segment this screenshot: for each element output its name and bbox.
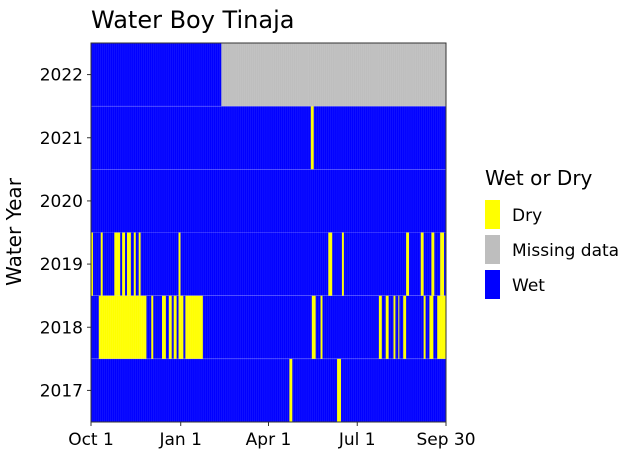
cell-2018-dry-18 bbox=[437, 295, 446, 359]
legend-swatch-missing-data bbox=[485, 235, 500, 264]
cell-2018-dry-8 bbox=[185, 295, 203, 359]
plot-area: 2017 2018 2019 2020 2021 2022 Oct 1 Jan 1 Apr 1 J… bbox=[40, 42, 476, 450]
cell-2021-dry-33 bbox=[310, 106, 314, 170]
row-2021-default bbox=[91, 106, 446, 170]
cell-2018-dry-15 bbox=[403, 295, 407, 359]
y-tick-label-2017: 2017 bbox=[40, 381, 83, 401]
row-2020-default bbox=[91, 169, 446, 233]
y-tick-label-2022: 2022 bbox=[40, 66, 83, 86]
cell-2018-dry-4 bbox=[162, 295, 166, 359]
x-tick-label-1: Jan 1 bbox=[159, 430, 202, 450]
cell-2022-missing-data-34 bbox=[221, 43, 446, 107]
cell-2018-dry-2 bbox=[98, 295, 147, 359]
y-tick-label-2018: 2018 bbox=[40, 318, 83, 338]
cell-2017-dry-0 bbox=[289, 358, 293, 422]
y-tick-label-2021: 2021 bbox=[40, 129, 83, 149]
row-2019-default bbox=[91, 232, 446, 296]
x-tick-label-0: Oct 1 bbox=[68, 430, 114, 450]
legend: Wet or Dry Dry Missing data Wet bbox=[485, 166, 619, 299]
legend-swatch-dry bbox=[485, 200, 500, 229]
cell-2018-dry-6 bbox=[173, 295, 177, 359]
cell-2019-dry-23 bbox=[126, 232, 131, 296]
cell-2019-dry-19 bbox=[91, 232, 93, 296]
cell-2018-dry-14 bbox=[398, 295, 400, 359]
cell-2019-dry-20 bbox=[100, 232, 103, 296]
cell-2019-dry-24 bbox=[133, 232, 136, 296]
cell-2018-dry-11 bbox=[378, 295, 382, 359]
cell-2018-dry-3 bbox=[151, 295, 154, 359]
cell-2019-dry-31 bbox=[431, 232, 435, 296]
cell-2018-dry-9 bbox=[311, 295, 316, 359]
legend-label-missing-data: Missing data bbox=[512, 241, 619, 261]
cell-2019-dry-25 bbox=[138, 232, 141, 296]
y-axis-label: Water Year bbox=[2, 177, 26, 286]
x-tick-label-2: Apr 1 bbox=[246, 430, 292, 450]
legend-label-wet: Wet bbox=[512, 276, 545, 296]
cell-2018-dry-17 bbox=[429, 295, 434, 359]
tile-texture bbox=[92, 43, 446, 422]
cell-2018-dry-16 bbox=[423, 295, 426, 359]
chart-title: Water Boy Tinaja bbox=[91, 6, 294, 34]
cell-2019-dry-30 bbox=[420, 232, 424, 296]
cell-2019-dry-28 bbox=[341, 232, 344, 296]
cell-2019-dry-22 bbox=[122, 232, 126, 296]
x-tick-label-4: Sep 30 bbox=[416, 430, 475, 450]
cell-2018-dry-10 bbox=[320, 295, 323, 359]
cell-2019-dry-21 bbox=[114, 232, 121, 296]
x-tick-label-3: Jul 1 bbox=[338, 430, 376, 450]
legend-swatch-wet bbox=[485, 270, 500, 299]
cell-2019-dry-26 bbox=[178, 232, 181, 296]
cell-2019-dry-32 bbox=[440, 232, 445, 296]
cell-2019-dry-29 bbox=[406, 232, 410, 296]
cell-2019-dry-27 bbox=[328, 232, 333, 296]
cell-2018-dry-12 bbox=[385, 295, 389, 359]
cell-2018-dry-7 bbox=[178, 295, 184, 359]
cell-2018-dry-5 bbox=[168, 295, 172, 359]
y-tick-label-2019: 2019 bbox=[40, 255, 83, 275]
cell-2018-dry-13 bbox=[393, 295, 396, 359]
legend-title: Wet or Dry bbox=[485, 166, 593, 190]
y-tick-label-2020: 2020 bbox=[40, 192, 83, 212]
row-2017-default bbox=[91, 358, 446, 422]
cell-2017-dry-1 bbox=[337, 358, 341, 422]
legend-label-dry: Dry bbox=[512, 206, 542, 226]
